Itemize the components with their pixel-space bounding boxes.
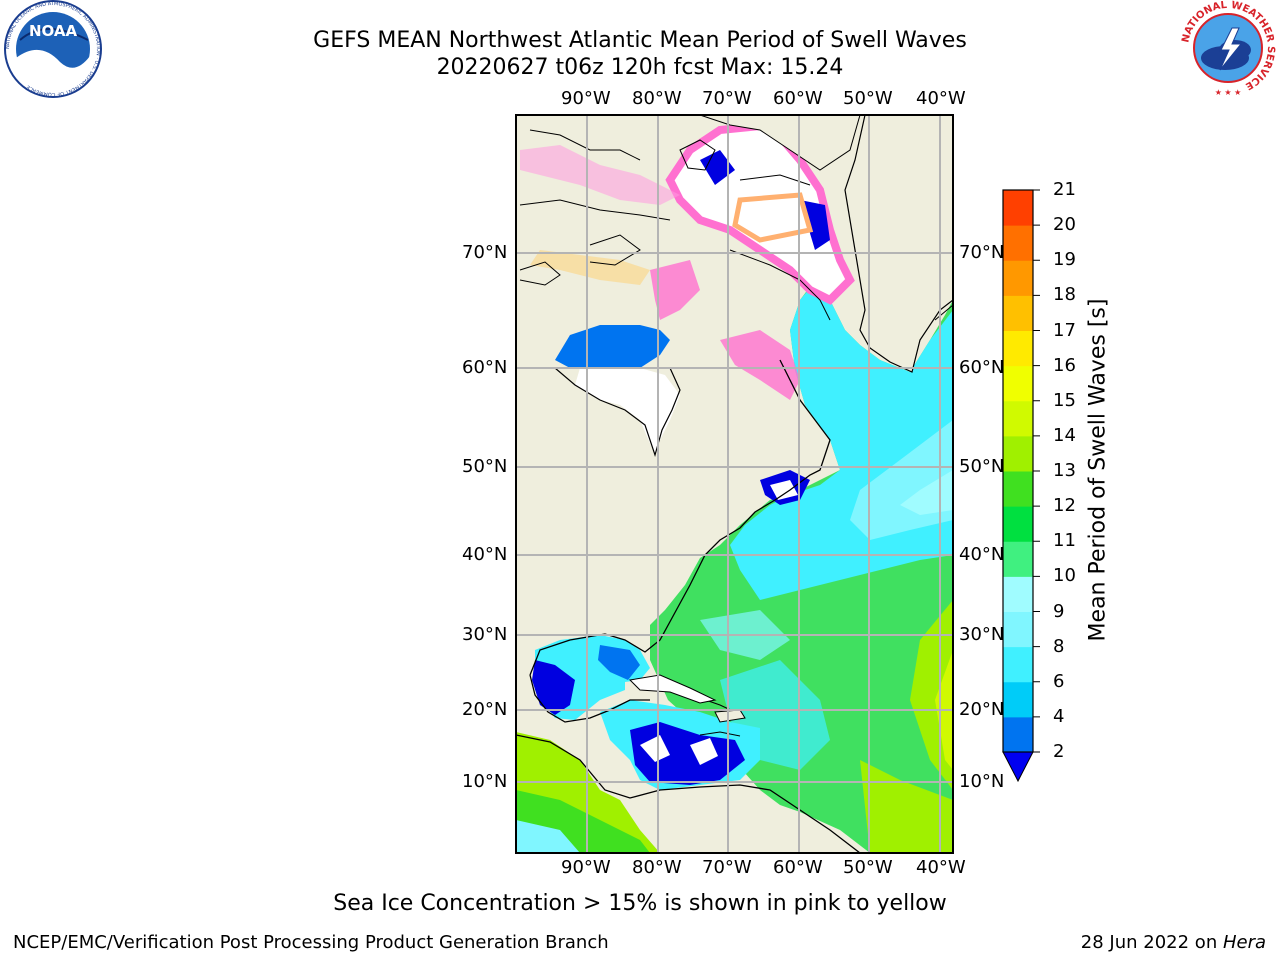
lat-label-left: 30°N — [462, 624, 508, 645]
colorbar-tick-label: 11 — [1053, 530, 1076, 552]
hudson-bay — [555, 325, 670, 368]
noaa-logo: NOAA NATIONAL OCEANIC AND ATMOSPHERIC AD… — [4, 0, 102, 98]
lon-label-bottom: 70°W — [702, 857, 752, 878]
colorbar-segment — [1003, 260, 1033, 296]
map-frame — [515, 114, 954, 854]
sea-ice-note: Sea Ice Concentration > 15% is shown in … — [333, 891, 947, 916]
colorbar-tick-label: 14 — [1053, 424, 1076, 446]
colorbar-segment — [1003, 716, 1033, 753]
lat-label-right: 10°N — [959, 771, 1005, 792]
colorbar-segment — [1003, 681, 1033, 718]
colorbar-segment — [1003, 471, 1033, 507]
colorbar-tick-label: 4 — [1053, 705, 1065, 727]
lat-label-left: 10°N — [462, 771, 508, 792]
lat-label-left: 50°N — [462, 456, 508, 477]
graticule — [516, 115, 953, 853]
colorbar-segment — [1003, 330, 1033, 367]
colorbar-label: Mean Period of Swell Waves [s] — [1085, 298, 1111, 642]
lon-label-top: 40°W — [916, 88, 966, 109]
colorbar-under-arrow — [1002, 751, 1034, 783]
colorbar-tick-label: 18 — [1053, 284, 1076, 306]
lon-label-top: 60°W — [773, 88, 823, 109]
map-field — [516, 115, 953, 853]
machine-name: Hera — [1222, 932, 1266, 953]
lon-label-bottom: 80°W — [632, 857, 682, 878]
colorbar-tick-label: 19 — [1053, 249, 1076, 271]
greenland — [844, 115, 953, 373]
colorbar-tick-label: 9 — [1053, 600, 1065, 622]
colorbar-segment — [1003, 611, 1033, 648]
colorbar-tick-label: 20 — [1053, 214, 1076, 236]
lon-label-top: 80°W — [632, 88, 682, 109]
colorbar-tick-label: 16 — [1053, 354, 1076, 376]
colorbar-tick-label: 8 — [1053, 635, 1065, 657]
date-line: 28 Jun 2022 on Hera — [1081, 932, 1266, 953]
lat-label-left: 70°N — [462, 242, 508, 263]
chart-title: GEFS MEAN Northwest Atlantic Mean Period… — [313, 28, 967, 53]
lat-label-right: 30°N — [959, 624, 1005, 645]
lat-label-left: 20°N — [462, 699, 508, 720]
lon-label-top: 70°W — [702, 88, 752, 109]
colorbar-tick-label: 21 — [1053, 179, 1076, 200]
noaa-wordmark: NOAA — [29, 22, 78, 40]
colorbar-segment — [1003, 400, 1033, 437]
lat-label-right: 60°N — [959, 357, 1005, 378]
chart-subtitle: 20220627 t06z 120h fcst Max: 15.24 — [436, 55, 844, 80]
lat-label-right: 40°N — [959, 544, 1005, 565]
colorbar-segment — [1003, 541, 1033, 577]
lat-label-right: 50°N — [959, 456, 1005, 477]
colorbar-segment — [1003, 365, 1033, 402]
credit-line: NCEP/EMC/Verification Post Processing Pr… — [13, 932, 609, 953]
svg-text:★ ★ ★: ★ ★ ★ — [1215, 88, 1242, 97]
colorbar-tick-label: 10 — [1053, 565, 1076, 587]
lon-label-bottom: 60°W — [773, 857, 823, 878]
lat-label-right: 70°N — [959, 242, 1005, 263]
colorbar-tick-label: 12 — [1053, 495, 1076, 517]
colorbar-tick-label: 2 — [1053, 741, 1065, 762]
colorbar-tick-label: 6 — [1053, 670, 1065, 692]
date-text: 28 Jun 2022 on — [1080, 932, 1223, 953]
colorbar-segment — [1003, 506, 1033, 542]
colorbar-segment — [1003, 225, 1033, 261]
lat-label-left: 60°N — [462, 357, 508, 378]
colorbar-segment — [1003, 295, 1033, 331]
lon-label-bottom: 50°W — [843, 857, 893, 878]
colorbar-segment — [1003, 576, 1033, 612]
lat-label-left: 40°N — [462, 544, 508, 565]
colorbar-segment — [1003, 646, 1033, 683]
colorbar-segment — [1003, 190, 1033, 226]
lat-label-right: 20°N — [959, 699, 1005, 720]
nws-logo: NATIONAL WEATHER SERVICE ★ ★ ★ — [1180, 0, 1276, 97]
lon-label-top: 90°W — [561, 88, 611, 109]
lon-label-top: 50°W — [843, 88, 893, 109]
colorbar — [1002, 189, 1040, 783]
lon-label-bottom: 90°W — [561, 857, 611, 878]
colorbar-segment — [1003, 435, 1033, 472]
colorbar-tick-label: 13 — [1053, 460, 1076, 481]
colorbar-tick-label: 17 — [1053, 319, 1076, 341]
colorbar-tick-label: 15 — [1053, 389, 1076, 411]
lon-label-bottom: 40°W — [916, 857, 966, 878]
